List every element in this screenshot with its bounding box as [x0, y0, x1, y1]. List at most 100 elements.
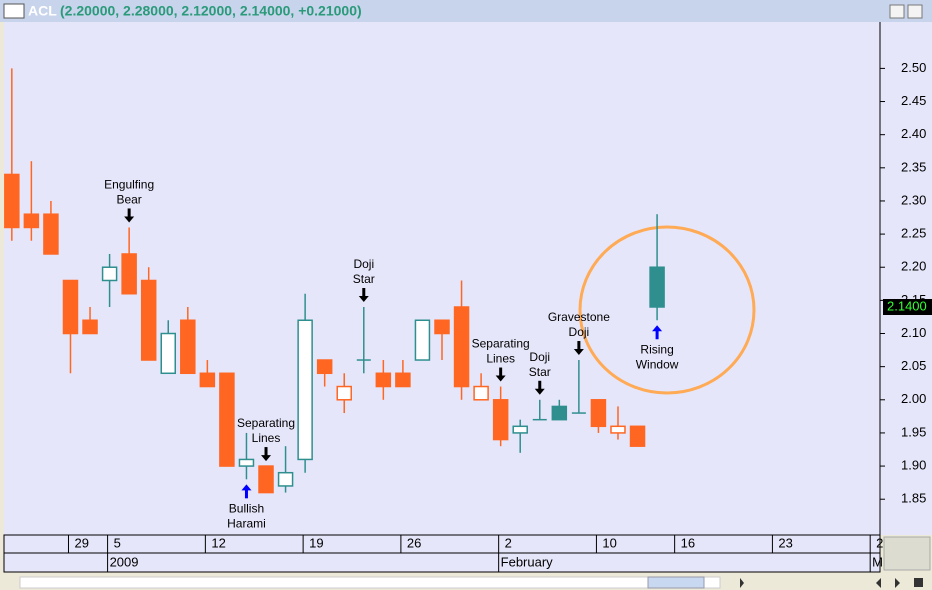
candle-body [43, 213, 59, 255]
y-tick-label: 1.90 [901, 458, 926, 473]
candle [512, 419, 528, 453]
candle-body [395, 372, 411, 388]
annotation-text: Rising [640, 342, 673, 356]
candle [532, 399, 547, 421]
candle [180, 307, 196, 375]
annotation-text: Bear [116, 193, 141, 207]
y-tick-label: 2.05 [901, 358, 926, 373]
candle [62, 279, 79, 374]
candle [316, 359, 333, 387]
close-button[interactable] [907, 4, 923, 19]
candle-body [590, 399, 607, 428]
candle-body [336, 385, 352, 401]
candle [101, 253, 118, 307]
candle-body [375, 372, 392, 388]
candle [160, 320, 176, 375]
candle [121, 227, 137, 295]
toolbar-buttons[interactable] [740, 578, 923, 588]
candle-body [453, 306, 470, 388]
toolbar-button[interactable] [914, 578, 923, 587]
candle [336, 373, 352, 414]
y-tick-label: 2.20 [901, 259, 926, 274]
candle [356, 307, 371, 374]
annotation-text: Bullish [229, 501, 264, 515]
candle-body [512, 425, 528, 434]
x-tick-label: 10 [602, 535, 616, 550]
candle [473, 373, 489, 401]
y-tick-label: 2.00 [901, 391, 926, 406]
arrow-head [241, 484, 252, 491]
period-label: M [872, 554, 883, 569]
x-tick-label: 26 [407, 535, 421, 550]
title-bar [0, 0, 932, 22]
candle [610, 406, 626, 440]
candle [629, 425, 646, 447]
annotation-text: Engulfing [104, 178, 154, 192]
annotation-text: Lines [486, 352, 515, 366]
corner-box [883, 536, 931, 571]
scroll-track[interactable] [19, 576, 721, 589]
candle [414, 319, 431, 361]
candle [453, 280, 470, 400]
y-tick-label: 1.95 [901, 424, 926, 439]
candle-body [219, 372, 235, 467]
toolbar-button[interactable] [740, 578, 744, 588]
y-tick-label: 1.85 [901, 491, 926, 506]
chart-subtitle: (2.20000, 2.28000, 2.12000, 2.14000, +0.… [60, 3, 362, 19]
window-icon [3, 3, 25, 19]
toolbar-button[interactable] [895, 578, 900, 588]
annotation-text: Doji [569, 325, 590, 339]
last-price-label: 2.1400 [887, 298, 927, 313]
candle [492, 386, 509, 447]
annotation-text: Window [636, 357, 679, 371]
annotation-text: Lines [252, 431, 281, 445]
x-tick-label: 23 [778, 535, 792, 550]
y-tick-label: 2.50 [901, 60, 926, 75]
annotation-text: Separating [472, 337, 530, 351]
period-label: February [501, 554, 554, 569]
y-tick-label: 2.35 [901, 159, 926, 174]
candle-body [277, 471, 294, 487]
candle [219, 372, 235, 467]
chart-title: ACL [28, 3, 57, 19]
annotation-text: Star [353, 272, 375, 286]
candle-body [101, 266, 118, 282]
candle [43, 200, 59, 255]
candle [297, 293, 313, 473]
last-price-box [883, 299, 932, 315]
annotation-text: Star [529, 365, 551, 379]
candle [238, 432, 255, 480]
x-tick-label: 5 [114, 535, 121, 550]
highlight-circle [578, 225, 756, 395]
toolbar-button[interactable] [876, 578, 881, 588]
y-tick-label: 2.10 [901, 325, 926, 340]
period-label: 2009 [110, 554, 139, 569]
x-tick-label: 2 [505, 535, 512, 550]
candle-body [649, 266, 665, 308]
candle [4, 68, 20, 241]
arrow-head [534, 388, 545, 395]
plot-area [4, 22, 880, 535]
scroll-thumb[interactable] [647, 576, 705, 589]
y-tick-label: 2.40 [901, 126, 926, 141]
candle-body [23, 213, 40, 229]
candle [23, 161, 40, 241]
candle-body [551, 405, 568, 421]
arrow-head [573, 349, 584, 356]
candle [571, 360, 586, 414]
candle [395, 360, 411, 388]
x-tick-label: 29 [74, 535, 88, 550]
x-tick-label: 12 [211, 535, 225, 550]
annotation-text: Gravestone [548, 310, 610, 324]
candle-body [258, 465, 274, 494]
candle [277, 446, 294, 493]
candle-body [297, 319, 313, 461]
arrow-head [652, 325, 663, 332]
candle-body [180, 319, 196, 375]
arrow-head [124, 216, 135, 223]
maximize-button[interactable] [889, 4, 905, 19]
candle [434, 319, 450, 361]
annotation-text: Doji [353, 257, 374, 271]
candle-body [492, 399, 509, 441]
